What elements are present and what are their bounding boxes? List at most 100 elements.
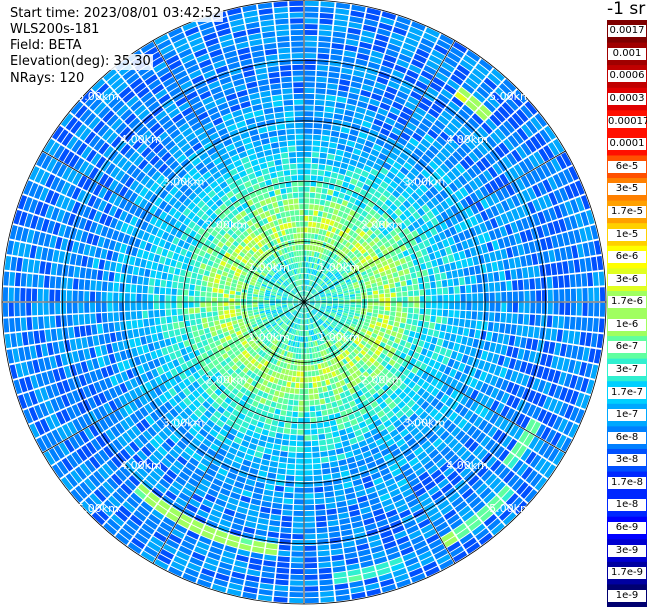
ppi-cell [316,533,329,539]
ppi-cell [308,286,311,292]
ppi-cell [288,399,294,406]
ppi-cell [533,327,540,339]
ppi-cell [587,317,594,332]
ppi-cell [344,266,351,272]
ppi-cell [374,339,381,345]
ppi-cell [359,189,368,197]
ppi-cell [414,302,420,308]
ppi-cell [410,272,417,279]
ppi-cell [374,220,382,228]
ppi-cell [324,262,329,268]
ppi-cell [302,307,304,313]
ppi-cell [406,423,416,432]
ppi-cell [195,447,206,457]
ppi-cell [366,330,373,336]
ppi-cell [359,407,368,415]
ppi-cell [458,505,471,517]
ppi-cell [244,389,252,397]
ppi-cell [548,383,557,397]
ppi-cell [372,163,382,171]
ppi-cell [281,323,286,329]
ppi-cell [415,466,426,477]
ppi-cell [310,330,313,336]
ppi-cell [151,487,164,499]
ppi-cell [360,89,372,98]
ppi-cell [267,472,277,479]
ppi-cell [325,279,331,284]
ppi-cell [377,410,386,418]
ppi-cell [304,481,314,487]
ppi-cell [371,353,379,360]
ppi-cell [430,281,436,289]
ppi-cell [323,373,329,380]
ppi-cell [445,376,454,386]
ppi-cell [318,562,331,568]
ppi-cell [261,500,272,508]
ppi-cell [384,117,396,126]
ppi-cell [311,329,315,335]
ppi-cell [500,200,510,212]
ppi-cell [445,197,454,207]
ppi-cell [134,337,142,347]
ppi-cell [327,372,333,379]
ppi-cell [348,311,355,316]
ppi-cell [124,302,130,311]
ppi-cell [222,372,230,380]
ppi-cell [573,331,581,345]
ppi-cell [2,287,9,302]
ppi-cell [153,450,164,461]
ppi-cell [339,132,349,140]
ppi-cell [389,250,397,257]
ppi-cell [391,297,397,302]
ppi-cell [266,381,273,388]
ppi-cell [260,358,266,365]
ppi-cell [184,407,193,416]
ppi-cell [409,330,416,338]
ppi-cell [494,228,502,239]
ppi-cell [428,54,443,66]
ppi-cell [347,569,361,577]
ppi-cell [357,47,371,55]
ppi-cell [380,360,388,367]
ppi-cell [284,318,289,323]
ppi-cell [342,212,349,220]
ppi-cell [316,222,321,229]
ppi-cell [527,266,535,278]
ppi-cell [322,368,327,374]
ppi-cell [588,287,594,302]
ppi-cell [191,325,198,332]
ppi-cell [363,115,374,123]
ppi-cell [329,60,342,67]
ppi-cell [557,418,569,433]
ppi-cell [183,340,190,348]
ppi-cell [327,341,332,347]
ppi-cell [431,103,443,114]
ppi-cell [364,264,371,271]
ppi-cell [281,515,293,522]
ppi-cell [310,257,314,263]
ppi-cell [289,597,304,604]
ppi-cell [396,265,403,272]
ppi-cell [73,266,81,278]
ppi-cell [177,518,190,529]
ppi-cell [327,408,334,415]
ppi-cell [326,89,337,96]
ppi-cell [304,389,309,395]
ppi-cell [406,437,417,447]
ppi-cell [311,281,315,287]
ppi-cell [219,279,226,285]
ppi-cell [299,324,302,330]
ppi-cell [436,280,442,288]
ppi-cell [413,446,424,456]
ppi-cell [489,251,497,262]
ppi-cell [369,497,381,506]
ppi-cell [576,243,585,258]
ppi-cell [177,308,183,315]
ppi-cell [304,418,310,424]
ppi-cell [333,483,344,491]
ppi-cell [313,475,323,481]
ppi-cell [413,313,419,320]
ppi-cell [304,592,319,598]
ppi-cell [173,429,184,440]
ppi-cell [365,109,376,118]
